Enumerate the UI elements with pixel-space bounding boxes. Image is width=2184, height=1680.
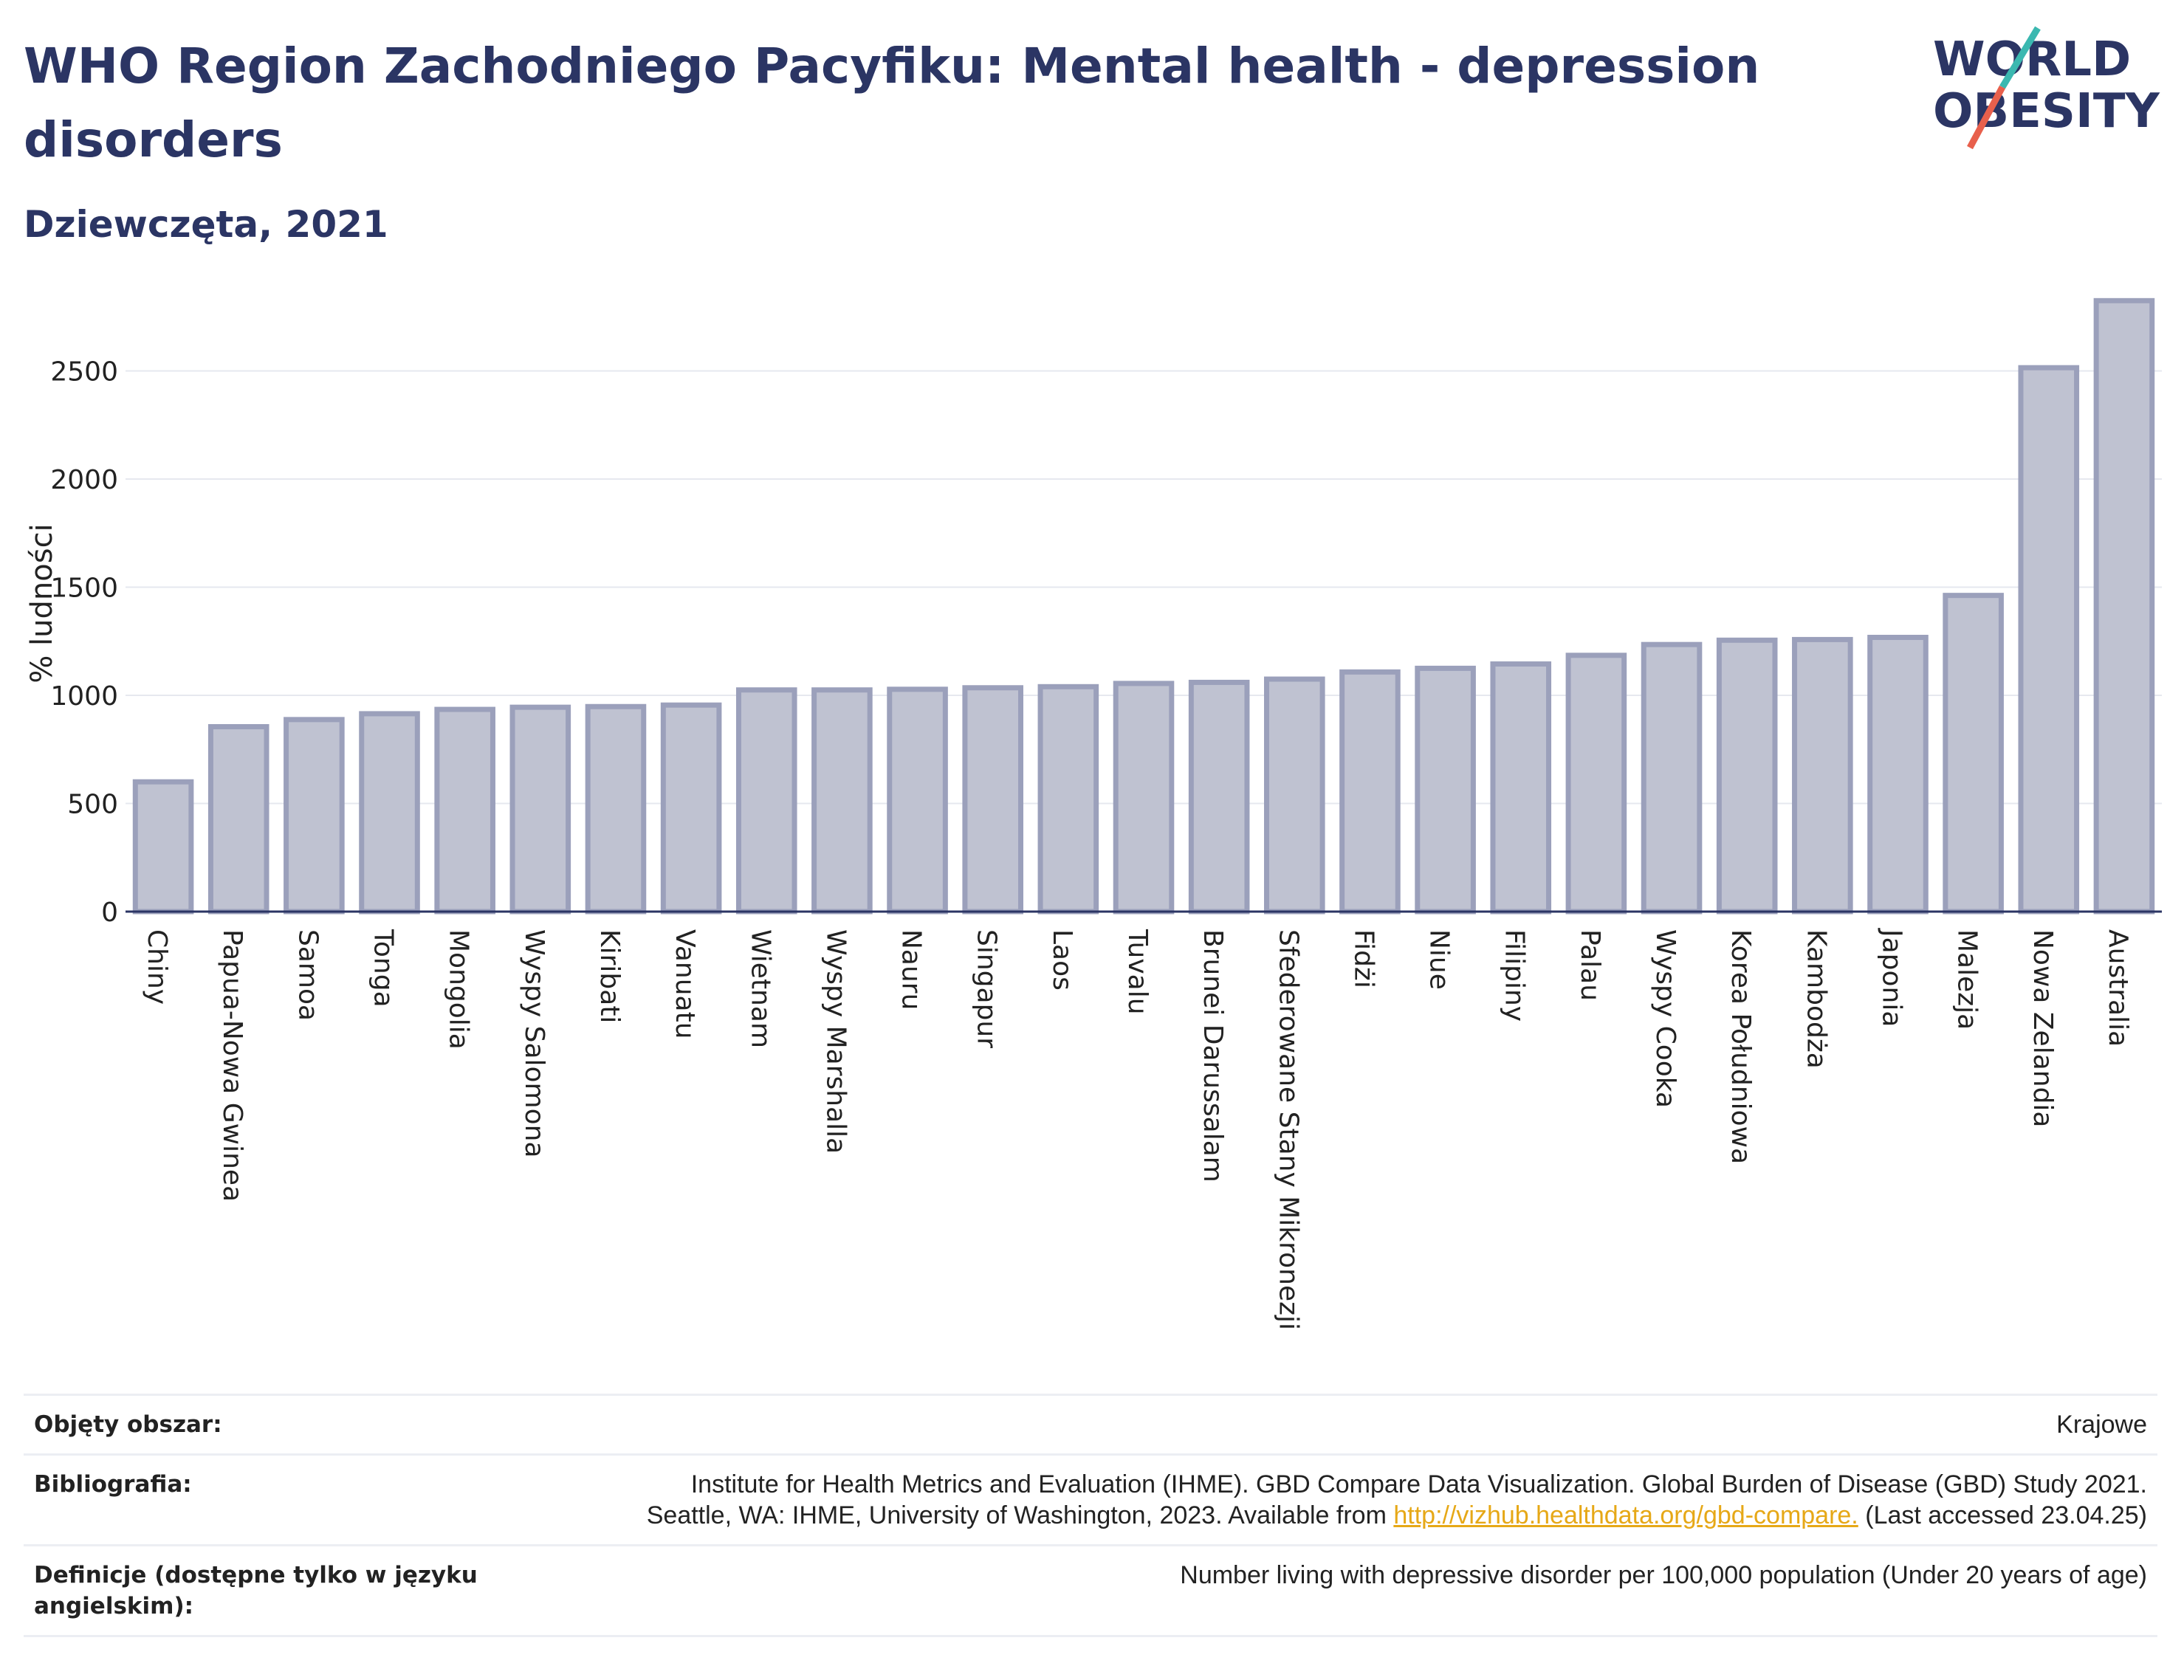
x-tick-label: Mongolia xyxy=(444,929,474,1050)
bibliography-link[interactable]: http://vizhub.healthdata.org/gbd-compare… xyxy=(1393,1501,1858,1529)
bar xyxy=(1415,665,1476,915)
x-tick-label: Kambodża xyxy=(1801,929,1831,1069)
x-tick-label: Wietnam xyxy=(745,929,775,1048)
bar xyxy=(811,687,873,915)
bibliography-line-2: Seattle, WA: IHME, University of Washing… xyxy=(647,1500,2147,1531)
bar xyxy=(207,724,269,915)
bibliography-line-2-text: Seattle, WA: IHME, University of Washing… xyxy=(646,1501,1394,1529)
y-tick-label: 2500 xyxy=(50,357,118,388)
bar xyxy=(1339,669,1401,915)
x-tick-label: Japonia xyxy=(1876,928,1906,1027)
bar xyxy=(1867,634,1929,915)
x-axis-ticks: Chiny Papua-Nowa Gwinea Samoa Tonga Mongolia… xyxy=(142,928,2133,1330)
x-tick-label: Samoa xyxy=(292,929,323,1021)
bar xyxy=(1641,641,1703,915)
x-tick-label: Wyspy Marshalla xyxy=(820,929,851,1154)
x-tick-label: Fidżi xyxy=(1348,929,1378,988)
x-tick-label: Malezja xyxy=(1952,929,1982,1030)
bar xyxy=(2018,365,2080,915)
coverage-value: Krajowe xyxy=(2056,1411,2147,1439)
bar xyxy=(1264,676,1325,915)
x-tick-label: Sfederowane Stany Mikronezji xyxy=(1273,929,1303,1330)
coverage-label: Objęty obszar: xyxy=(34,1411,222,1438)
footer-row-definition: Definicje (dostępne tylko w języku angie… xyxy=(24,1544,2157,1637)
bar xyxy=(1792,636,1853,915)
x-tick-label: Vanuatu xyxy=(670,929,700,1039)
world-obesity-logo: WORLD OBESITY xyxy=(1933,26,2160,150)
x-tick-label: Papua-Nowa Gwinea xyxy=(217,929,247,1202)
bar xyxy=(1716,637,1778,915)
logo-word-obesity: OBESITY xyxy=(1933,84,2160,139)
bar xyxy=(962,685,1023,915)
bibliography-label: Bibliografia: xyxy=(34,1471,192,1498)
bar-chart: 0 500 1000 1500 2000 2500 Chiny Papua-Nowa Gwi… xyxy=(25,297,2162,1330)
y-tick-label: 1000 xyxy=(50,681,118,712)
x-tick-label: Korea Południowa xyxy=(1725,929,1756,1164)
bar xyxy=(1037,684,1099,915)
logo-slash-red xyxy=(1967,85,2005,150)
y-tick-label: 0 xyxy=(101,898,118,928)
footer-row-coverage: Objęty obszar: Krajowe xyxy=(24,1394,2157,1453)
x-tick-label: Brunei Darussalam xyxy=(1198,929,1228,1182)
x-tick-label: Wyspy Cooka xyxy=(1650,929,1680,1108)
bar xyxy=(1188,679,1250,915)
x-tick-label: Filipiny xyxy=(1500,929,1530,1022)
bar xyxy=(1113,681,1175,915)
x-tick-label: Kiribati xyxy=(594,929,625,1023)
footer-row-bibliography: Bibliografia: Institute for Health Metri… xyxy=(24,1453,2157,1544)
bar xyxy=(284,717,345,915)
y-axis-label: % ludności xyxy=(25,523,59,683)
bar xyxy=(509,704,571,915)
x-tick-label: Tuvalu xyxy=(1122,929,1153,1015)
x-tick-label: Laos xyxy=(1047,929,1077,991)
bar xyxy=(1490,661,1552,915)
x-tick-label: Wyspy Salomona xyxy=(519,929,549,1158)
x-tick-label: Nauru xyxy=(896,929,927,1010)
definition-value: Number living with depressive disorder p… xyxy=(1180,1561,2147,1589)
y-tick-label: 2000 xyxy=(50,465,118,495)
y-tick-label: 500 xyxy=(67,790,118,820)
bars xyxy=(132,297,2155,915)
bibliography-line-1: Institute for Health Metrics and Evaluat… xyxy=(690,1470,2147,1498)
bar xyxy=(585,703,647,915)
bar xyxy=(735,687,797,915)
bar xyxy=(434,706,495,915)
bar xyxy=(2093,297,2155,915)
x-tick-label: Niue xyxy=(1424,929,1455,990)
bar xyxy=(1565,653,1627,915)
bar xyxy=(1943,593,2004,915)
chart-subtitle: Dziewczęta, 2021 xyxy=(24,203,388,246)
footer-table: Objęty obszar: Krajowe Bibliografia: Ins… xyxy=(24,1394,2157,1637)
bar xyxy=(359,711,420,915)
definition-label: Definicje (dostępne tylko w języku angie… xyxy=(34,1562,478,1619)
x-tick-label: Chiny xyxy=(142,929,172,1005)
x-tick-label: Nowa Zelandia xyxy=(2027,929,2058,1128)
bar xyxy=(132,779,194,915)
x-tick-label: Singapur xyxy=(972,929,1002,1048)
bar xyxy=(887,686,948,915)
chart-title: WHO Region Zachodniego Pacyfiku: Mental … xyxy=(24,38,1760,168)
x-tick-label: Palau xyxy=(1575,929,1605,1001)
y-axis-ticks: 0 500 1000 1500 2000 2500 xyxy=(50,357,118,928)
bibliography-value: Institute for Health Metrics and Evaluat… xyxy=(647,1469,2147,1531)
bar xyxy=(660,702,722,915)
bibliography-line-2-suffix: (Last accessed 23.04.25) xyxy=(1858,1501,2147,1529)
x-tick-label: Tonga xyxy=(368,929,399,1008)
x-tick-label: Australia xyxy=(2103,929,2133,1047)
logo-slash-teal xyxy=(1999,26,2041,89)
y-tick-label: 1500 xyxy=(50,574,118,604)
